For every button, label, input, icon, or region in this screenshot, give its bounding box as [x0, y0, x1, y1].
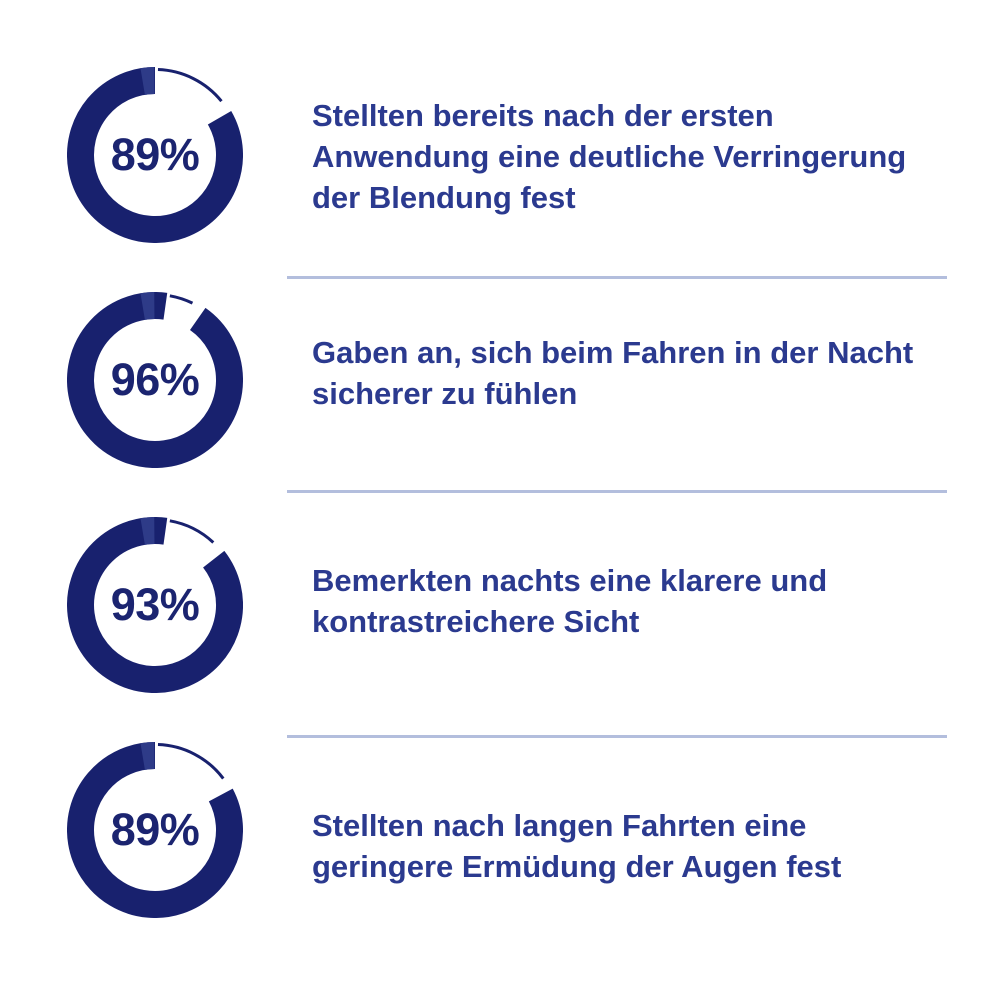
progress-ring-icon — [67, 292, 243, 468]
progress-ring-89%: 89% — [67, 742, 243, 918]
progress-ring-93%: 93% — [67, 517, 243, 693]
row-divider — [287, 490, 947, 493]
ring-arc — [169, 294, 194, 305]
ring-arc — [67, 292, 243, 468]
ring-arc — [140, 292, 155, 320]
ring-value-label: 93% — [110, 579, 200, 630]
ring-value-label: 89% — [110, 129, 200, 180]
stat-description: Gaben an, sich beim Fahren in der Nacht … — [312, 335, 914, 411]
ring-arc — [67, 517, 243, 693]
progress-ring-96%: 96% — [67, 292, 243, 468]
ring-arc — [140, 517, 155, 545]
ring-arc — [140, 67, 155, 95]
progress-ring-89%: 89% — [67, 67, 243, 243]
ring-value-label: 89% — [110, 804, 200, 855]
progress-ring-icon — [67, 67, 243, 243]
row-divider — [287, 735, 947, 738]
progress-ring-icon — [67, 517, 243, 693]
ring-arc — [67, 67, 243, 243]
ring-arc — [157, 743, 225, 780]
row-divider — [287, 276, 947, 279]
ring-arc — [140, 742, 155, 770]
progress-ring-icon — [67, 742, 243, 918]
stat-description: Stellten nach langen Fahrten eine gering… — [312, 808, 842, 884]
stat-description: Bemerkten nachts eine klarere und kontra… — [312, 563, 828, 639]
stat-description: Stellten bereits nach der ersten Anwendu… — [312, 98, 907, 215]
ring-value-label: 96% — [110, 354, 200, 405]
ring-arc — [157, 68, 223, 103]
ring-arc — [67, 742, 243, 918]
ring-arc — [169, 519, 215, 544]
